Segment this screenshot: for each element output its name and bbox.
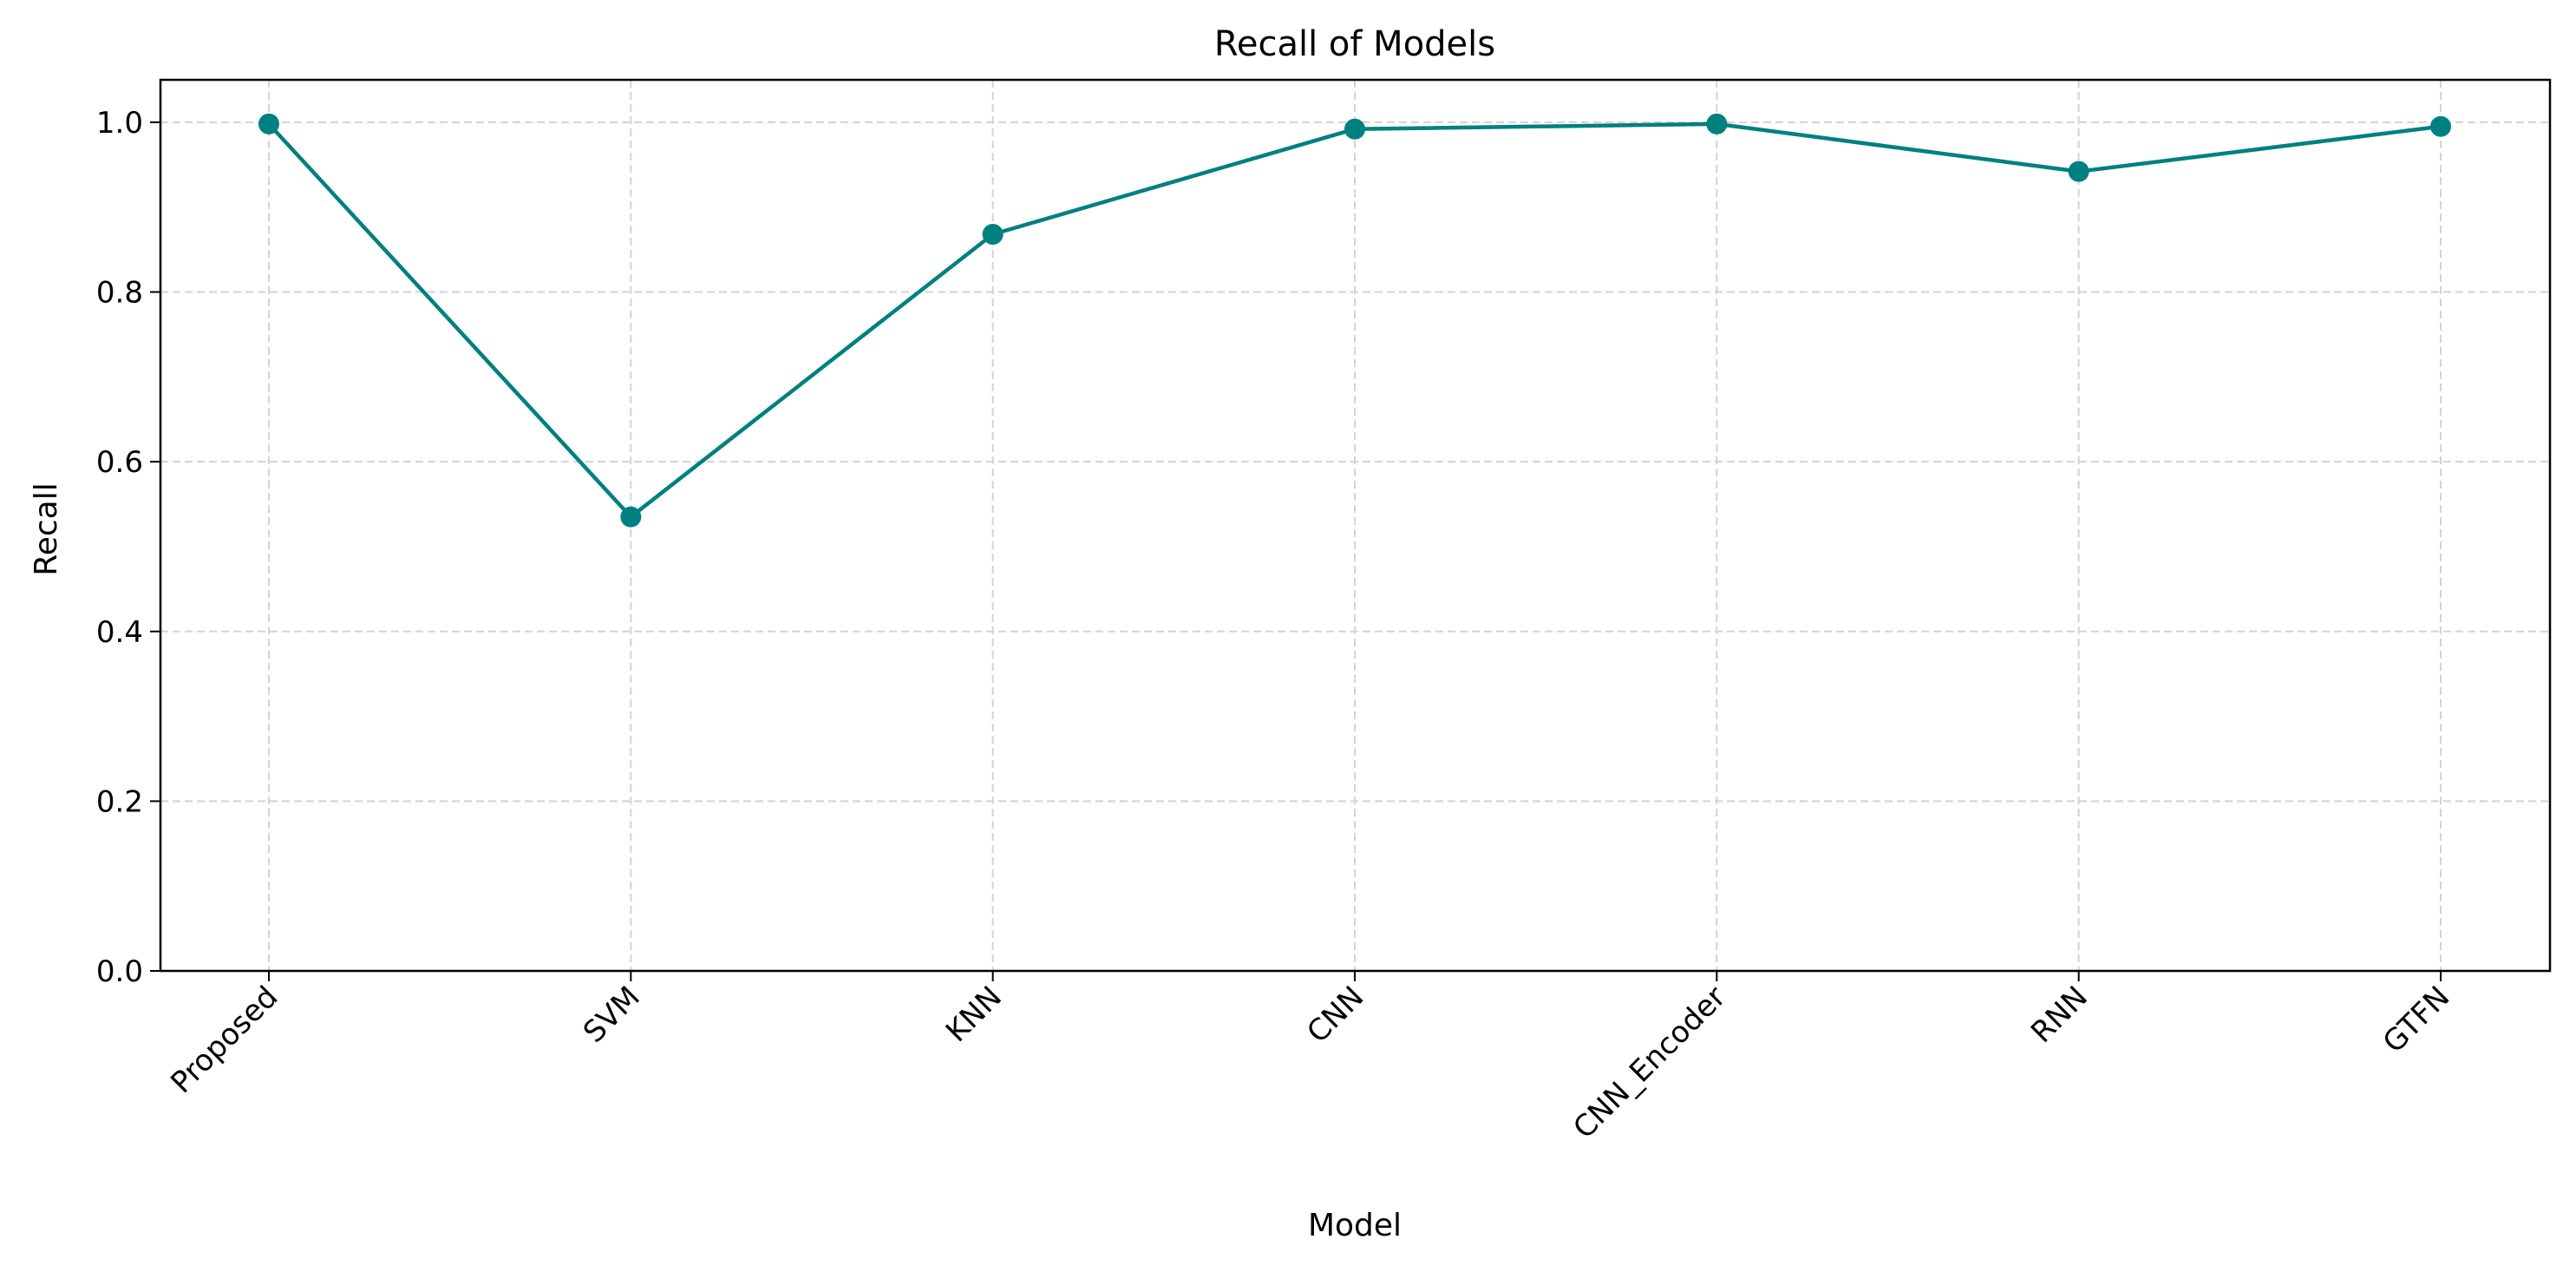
- data-point: [1706, 113, 1728, 134]
- x-axis: Proposed SVM KNN CNN CNN_Encoder RNN GTFN: [164, 971, 2456, 1145]
- x-tick-label: GTFN: [2377, 980, 2457, 1060]
- x-tick-label: SVM: [577, 980, 647, 1050]
- data-point: [982, 224, 1004, 246]
- grid-lines: [160, 80, 2550, 972]
- data-point: [2430, 115, 2451, 137]
- y-tick-label: 0.0: [96, 954, 143, 989]
- data-point: [620, 506, 642, 528]
- y-tick-label: 1.0: [96, 106, 143, 141]
- y-tick-label: 0.4: [96, 615, 143, 650]
- y-tick-label: 0.6: [96, 445, 143, 480]
- x-tick-label: KNN: [939, 980, 1009, 1049]
- x-axis-label: Model: [1308, 1208, 1402, 1243]
- data-point: [1344, 118, 1365, 140]
- x-tick-label: RNN: [2024, 980, 2095, 1050]
- x-tick-label: Proposed: [164, 980, 284, 1100]
- y-tick-label: 0.2: [96, 784, 143, 819]
- data-point: [258, 113, 279, 134]
- data-point: [2068, 161, 2089, 182]
- series-group: [258, 113, 2451, 528]
- x-tick-label: CNN: [1300, 980, 1370, 1050]
- y-tick-label: 0.8: [96, 276, 143, 311]
- x-tick-label: CNN_Encoder: [1566, 980, 1732, 1145]
- y-axis: 0.0 0.2 0.4 0.6 0.8 1.0: [96, 106, 160, 989]
- chart-title: Recall of Models: [1214, 24, 1495, 64]
- y-axis-label: Recall: [29, 482, 64, 575]
